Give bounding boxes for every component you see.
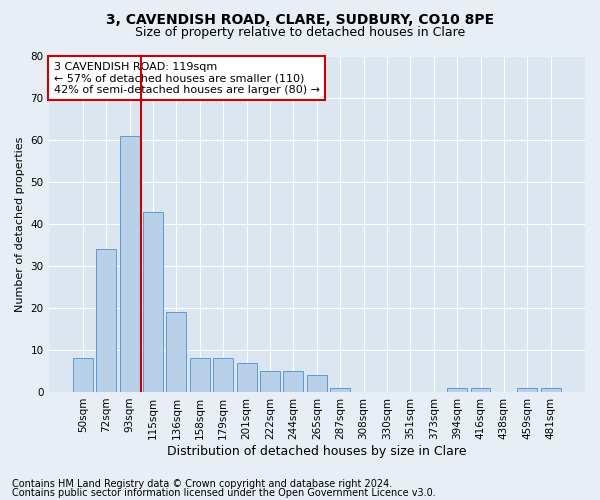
Bar: [236, 362, 257, 392]
Y-axis label: Number of detached properties: Number of detached properties: [15, 136, 25, 312]
Text: Contains HM Land Registry data © Crown copyright and database right 2024.: Contains HM Land Registry data © Crown c…: [12, 479, 392, 489]
Bar: [447, 388, 467, 392]
Bar: [97, 250, 116, 392]
Text: 3 CAVENDISH ROAD: 119sqm
← 57% of detached houses are smaller (110)
42% of semi-: 3 CAVENDISH ROAD: 119sqm ← 57% of detach…: [54, 62, 320, 94]
Bar: [260, 371, 280, 392]
Bar: [73, 358, 93, 392]
Bar: [283, 371, 304, 392]
X-axis label: Distribution of detached houses by size in Clare: Distribution of detached houses by size …: [167, 444, 467, 458]
Bar: [517, 388, 537, 392]
Bar: [213, 358, 233, 392]
Bar: [166, 312, 187, 392]
Text: 3, CAVENDISH ROAD, CLARE, SUDBURY, CO10 8PE: 3, CAVENDISH ROAD, CLARE, SUDBURY, CO10 …: [106, 12, 494, 26]
Bar: [190, 358, 210, 392]
Bar: [143, 212, 163, 392]
Bar: [307, 375, 327, 392]
Bar: [541, 388, 560, 392]
Bar: [330, 388, 350, 392]
Bar: [120, 136, 140, 392]
Text: Contains public sector information licensed under the Open Government Licence v3: Contains public sector information licen…: [12, 488, 436, 498]
Text: Size of property relative to detached houses in Clare: Size of property relative to detached ho…: [135, 26, 465, 39]
Bar: [470, 388, 490, 392]
